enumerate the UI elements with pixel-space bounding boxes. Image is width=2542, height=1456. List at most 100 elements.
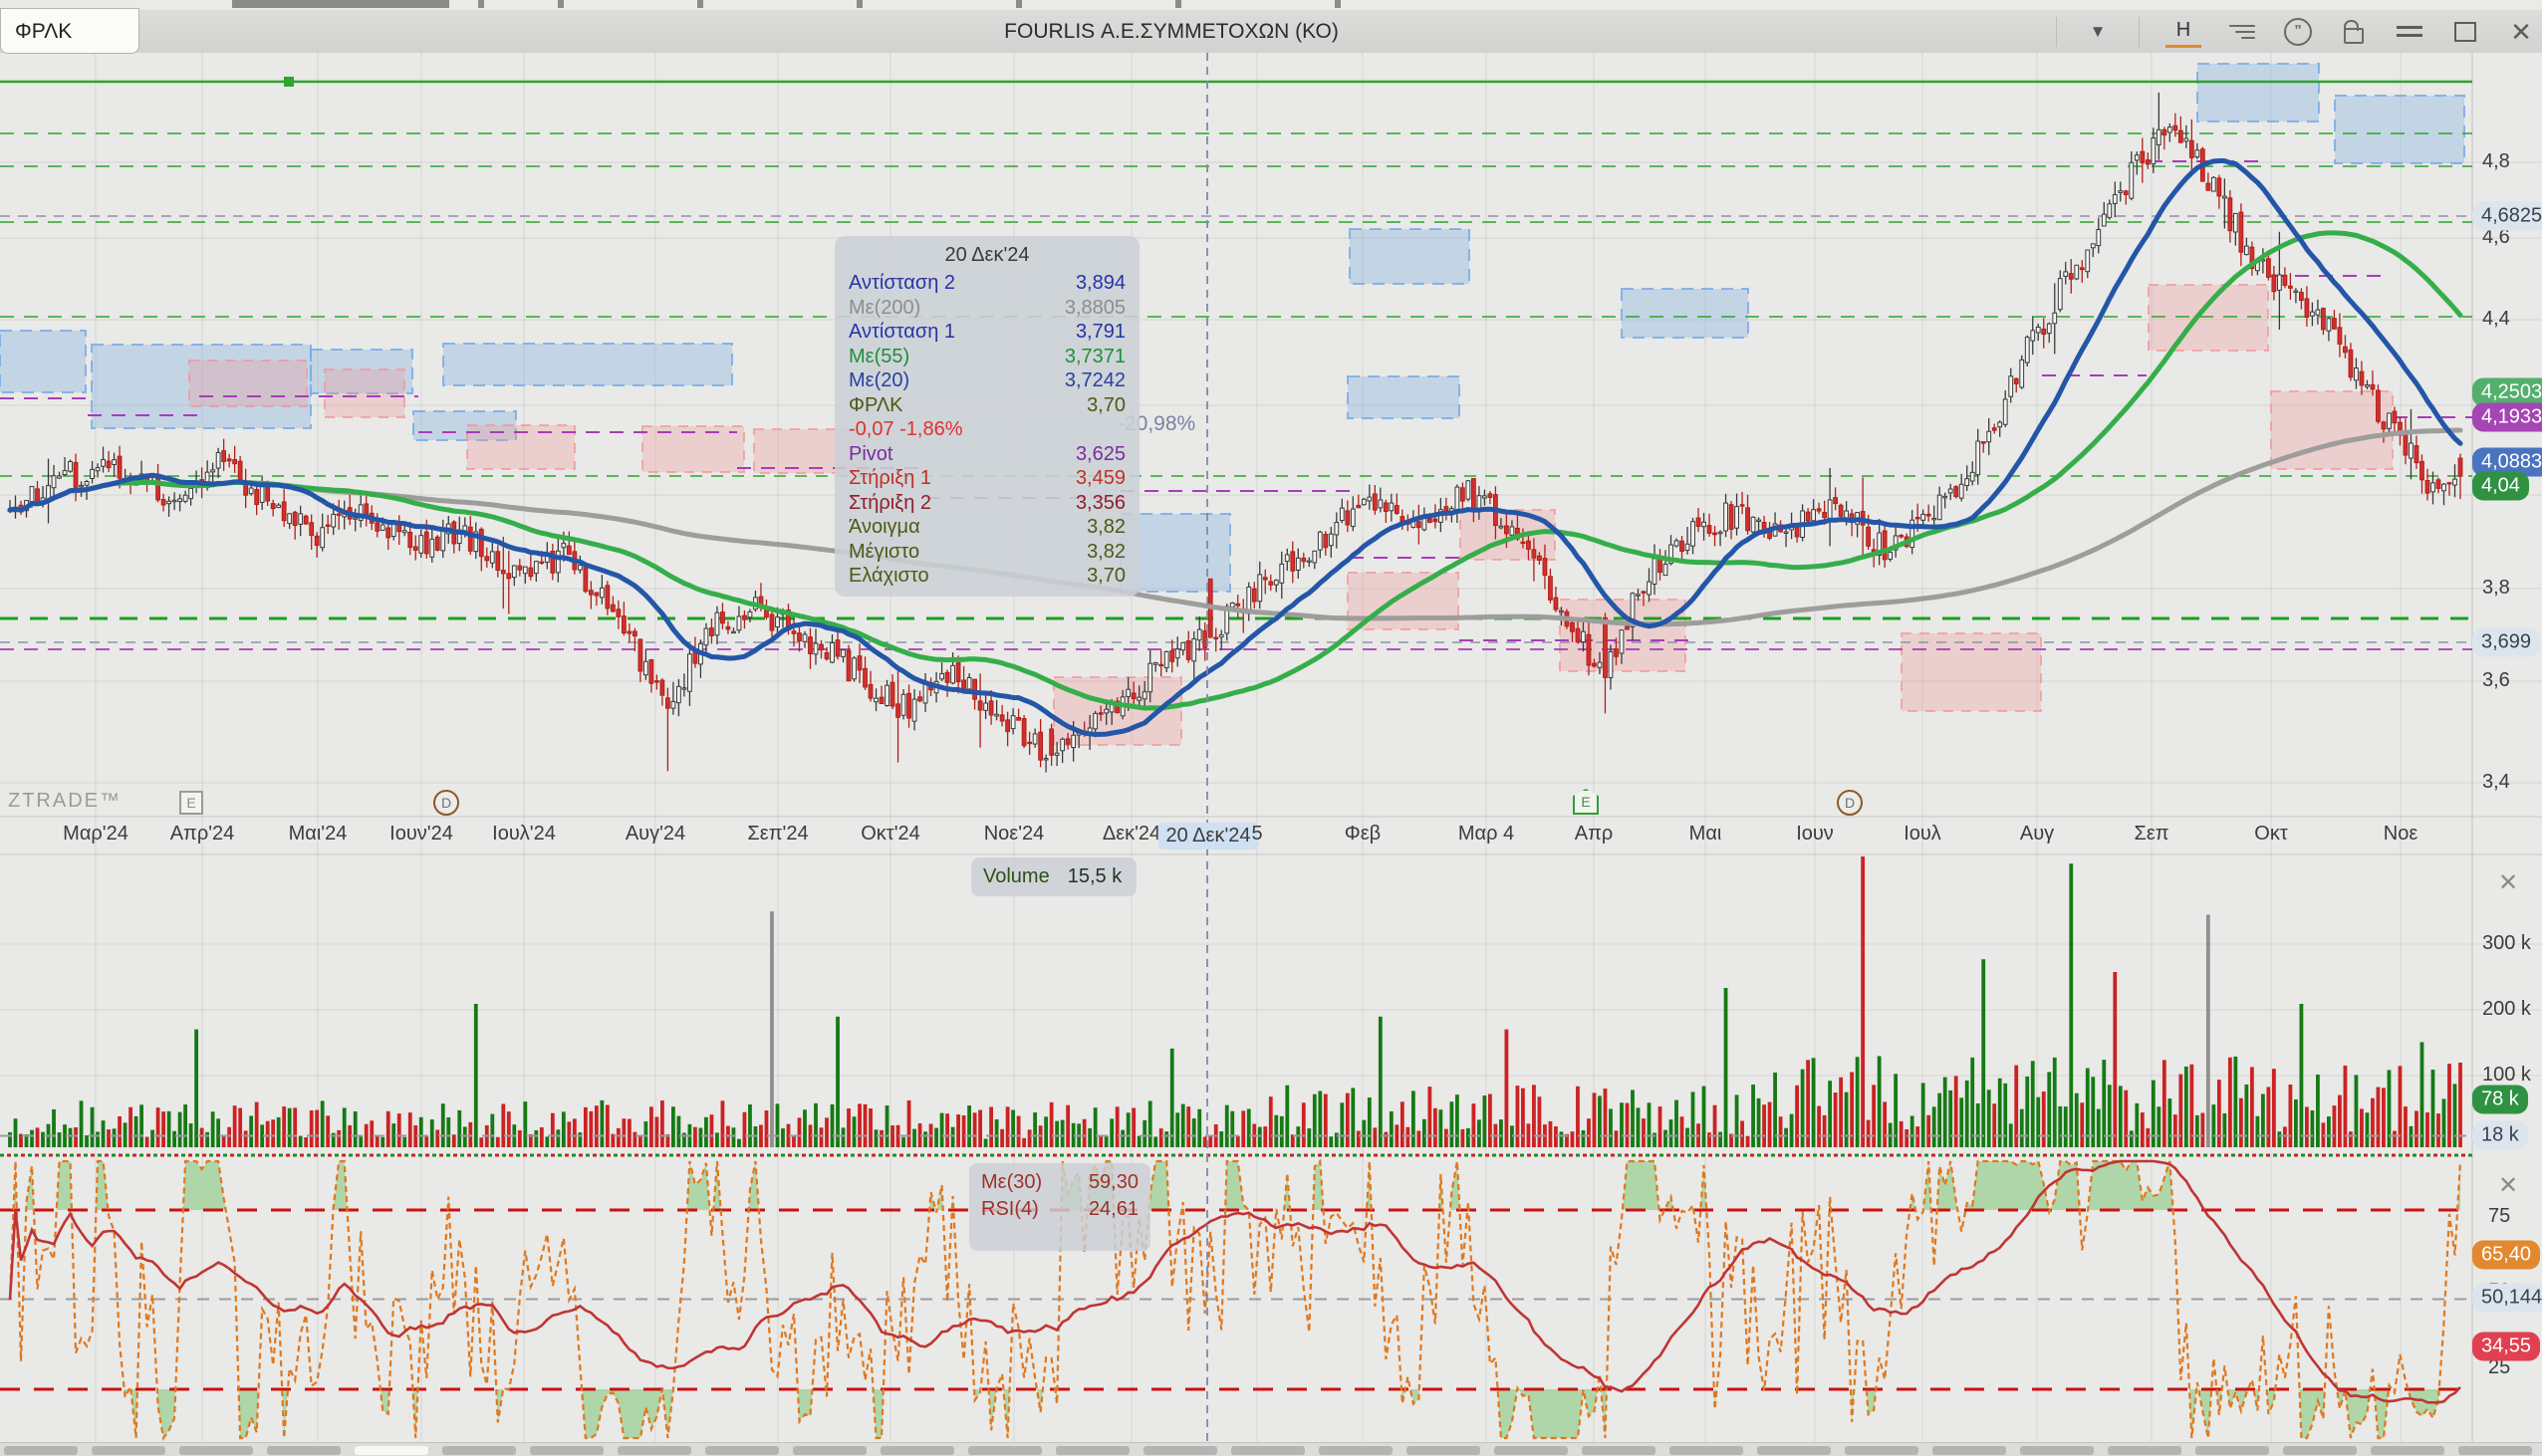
scrollbar-segment[interactable]: [442, 1446, 516, 1455]
rsi-header: Με(30) 59,30 RSI(4) 24,61: [969, 1163, 1150, 1251]
x-axis-tick[interactable]: Μαρ 4: [1457, 823, 1515, 845]
scrollbar-segment[interactable]: [355, 1446, 428, 1455]
x-axis-tick[interactable]: Ιουν'24: [389, 823, 453, 845]
chart-titlebar: FOURLIS Α.Ε.ΣΥΜΜΕΤΟΧΩΝ (ΚΟ) ▼ H ” ✕: [0, 10, 2542, 54]
scrollbar-segment[interactable]: [1406, 1446, 1480, 1455]
price-axis-pill: 4,2503: [2472, 377, 2542, 407]
scrollbar-segment[interactable]: [1757, 1446, 1831, 1455]
rsi-ma-label: Με(30): [981, 1171, 1043, 1193]
x-axis-tick[interactable]: Σεπ: [2134, 823, 2169, 845]
price-axis-tick[interactable]: 4,8: [2482, 150, 2510, 172]
x-axis-tick[interactable]: Ιουν: [1796, 823, 1834, 845]
x-axis-tick[interactable]: Νοε: [2383, 823, 2418, 845]
price-axis-tick[interactable]: 3,8: [2482, 577, 2510, 599]
scrollbar-segment[interactable]: [1932, 1446, 2006, 1455]
rsi-axis-pill: 50,1444: [2472, 1283, 2542, 1313]
interval-h-button[interactable]: H: [2165, 15, 2201, 48]
volume-label: Volume: [983, 865, 1050, 887]
event-marker-d[interactable]: D: [433, 790, 459, 816]
x-axis-tick[interactable]: Μαι: [1688, 823, 1722, 845]
x-axis-tick[interactable]: Αυγ'24: [625, 823, 686, 845]
tooltip-row: ΦΡΛΚ 3,70: [849, 393, 1126, 416]
volume-axis-tick[interactable]: 300 k: [2482, 932, 2531, 954]
event-marker-e[interactable]: E: [179, 791, 203, 815]
scrollbar-segment[interactable]: [705, 1446, 779, 1455]
x-axis-tick[interactable]: Απρ'24: [169, 823, 235, 845]
x-axis-tick[interactable]: Ιουλ: [1904, 823, 1941, 845]
scrollbar-segment[interactable]: [267, 1446, 341, 1455]
scrollbar-segment[interactable]: [618, 1446, 691, 1455]
scrollbar-segment[interactable]: [2283, 1446, 2357, 1455]
close-icon[interactable]: ✕: [2510, 16, 2532, 47]
price-axis-tick[interactable]: 3,4: [2482, 771, 2510, 793]
volume-axis-tick[interactable]: 100 k: [2482, 1064, 2531, 1086]
tooltip-row: Στήριξη 1 3,459: [849, 467, 1126, 489]
scrollbar-segment[interactable]: [1231, 1446, 1305, 1455]
x-axis-tick[interactable]: Νοε'24: [983, 823, 1045, 845]
volume-header: Volume 15,5 k: [971, 857, 1137, 896]
scrollbar-segment[interactable]: [881, 1446, 954, 1455]
scrollbar-segment[interactable]: [2371, 1446, 2444, 1455]
clipped-menu-tick: [1175, 0, 1181, 8]
rsi-axis-tick[interactable]: 75: [2488, 1205, 2511, 1227]
x-axis-tick[interactable]: Σεπ'24: [747, 823, 809, 845]
event-marker-d[interactable]: D: [1837, 790, 1863, 816]
indent-lines-icon[interactable]: [2227, 17, 2257, 47]
symbol-tab[interactable]: ΦΡΛΚ: [0, 8, 139, 54]
unlock-icon[interactable]: [2339, 17, 2369, 47]
scrollbar-segment[interactable]: [1319, 1446, 1393, 1455]
rsi-ma-value: 59,30: [1088, 1171, 1139, 1193]
rsi-value: 24,61: [1088, 1198, 1139, 1220]
scrollbar-segment[interactable]: [2108, 1446, 2181, 1455]
price-axis-tick[interactable]: 4,4: [2482, 308, 2510, 330]
scrollbar-segment[interactable]: [1144, 1446, 1217, 1455]
scrollbar-segment[interactable]: [1669, 1446, 1743, 1455]
menu-lines-icon[interactable]: [2395, 17, 2424, 47]
tooltip-row: Pivot 3,625: [849, 442, 1126, 465]
scrollbar-segment[interactable]: [1494, 1446, 1568, 1455]
rsi-close-icon[interactable]: ✕: [2498, 1172, 2519, 1199]
x-axis-tick[interactable]: Μαρ'24: [63, 823, 128, 845]
separator: [2056, 16, 2057, 47]
price-axis-pill: 4,1933: [2472, 402, 2542, 432]
scrollbar-segment[interactable]: [4, 1446, 78, 1455]
tooltip-date: 20 Δεκ'24: [944, 244, 1030, 266]
scrollbar-segment[interactable]: [1582, 1446, 1655, 1455]
chevron-down-icon[interactable]: ▼: [2089, 22, 2107, 41]
x-axis-tick[interactable]: Δεκ'24: [1102, 823, 1161, 845]
scrollbar-segment[interactable]: [1845, 1446, 1918, 1455]
clipped-menu-tick: [697, 0, 703, 8]
scrollbar-segment[interactable]: [968, 1446, 1042, 1455]
scrollbar-segment[interactable]: [179, 1446, 253, 1455]
chart-canvas[interactable]: [0, 53, 2542, 1442]
x-axis-tick[interactable]: Οκτ: [2254, 823, 2288, 845]
x-axis-tick[interactable]: Απρ: [1574, 823, 1614, 845]
scrollbar-segment[interactable]: [2458, 1446, 2532, 1455]
x-axis-tick[interactable]: Αυγ: [2019, 823, 2055, 845]
scrollbar-segment[interactable]: [793, 1446, 867, 1455]
scrollbar-segment[interactable]: [2020, 1446, 2094, 1455]
volume-value: 15,5 k: [1067, 865, 1123, 887]
restore-window-icon[interactable]: [2450, 15, 2482, 47]
scrollbar-segment[interactable]: [92, 1446, 165, 1455]
volume-close-icon[interactable]: ✕: [2498, 869, 2519, 896]
x-axis-tick[interactable]: Μαι'24: [288, 823, 348, 845]
chart-area[interactable]: [0, 53, 2542, 1442]
price-axis-tick[interactable]: 3,6: [2482, 669, 2510, 691]
clipped-menu-tick: [857, 0, 863, 8]
x-axis-tick[interactable]: Ιουλ'24: [492, 823, 556, 845]
x-axis-tick[interactable]: Οκτ'24: [861, 823, 920, 845]
crosshair-date-label[interactable]: 20 Δεκ'24: [1157, 823, 1259, 849]
quote-icon[interactable]: ”: [2283, 17, 2313, 47]
x-axis-tick[interactable]: 5: [1251, 823, 1263, 845]
price-axis-tick[interactable]: 4,6: [2482, 226, 2510, 248]
scrollbar-segment[interactable]: [1056, 1446, 1130, 1455]
bottom-scrollbar[interactable]: [0, 1442, 2542, 1456]
price-axis-pill: 4,04: [2472, 471, 2529, 501]
rsi-axis-tick[interactable]: 25: [2488, 1356, 2511, 1378]
volume-axis-tick[interactable]: 200 k: [2482, 998, 2531, 1020]
scrollbar-segment[interactable]: [530, 1446, 604, 1455]
event-marker-e[interactable]: E: [1573, 789, 1599, 815]
scrollbar-segment[interactable]: [2195, 1446, 2269, 1455]
x-axis-tick[interactable]: Φεβ: [1344, 823, 1382, 845]
